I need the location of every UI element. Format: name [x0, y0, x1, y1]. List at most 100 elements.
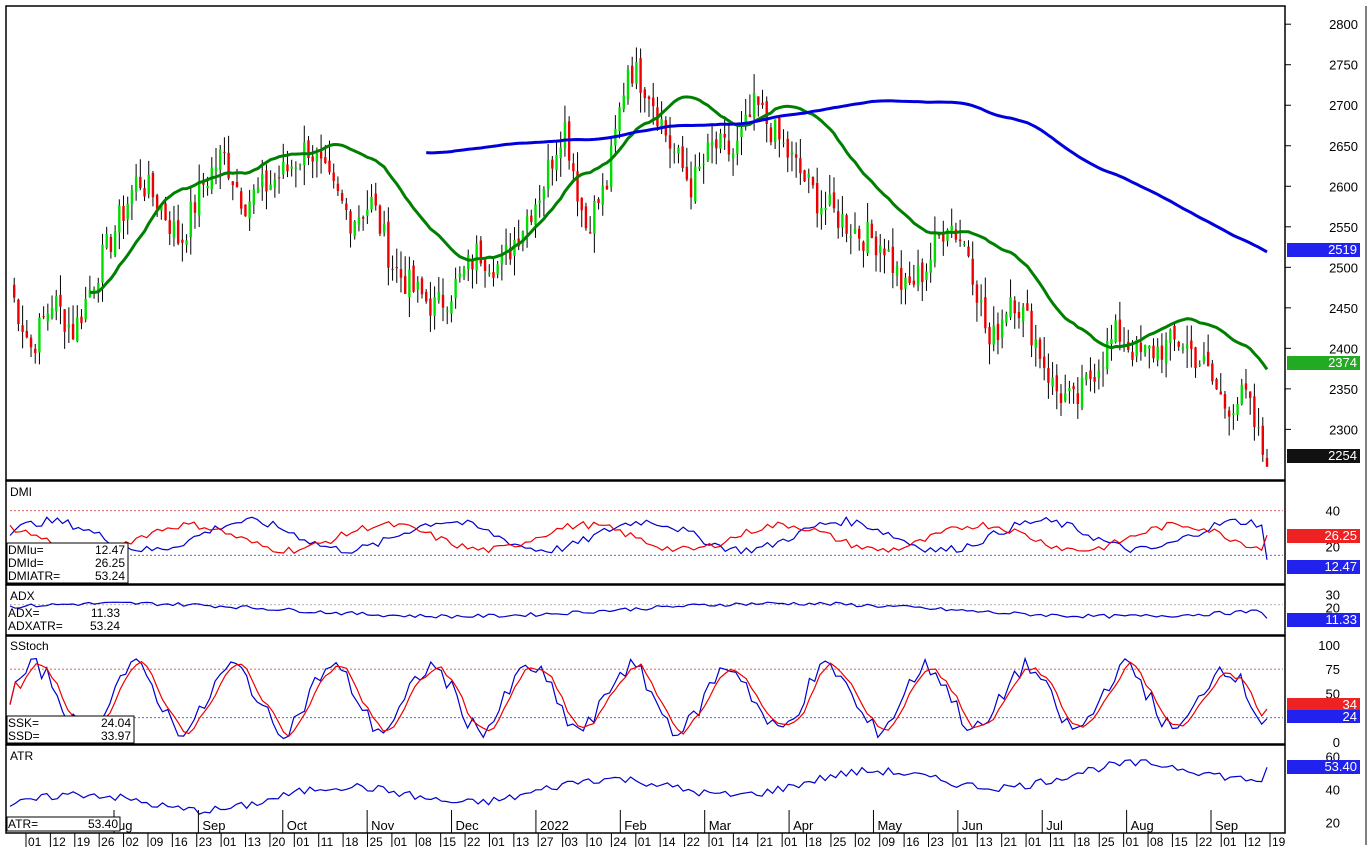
dmi-tick-label: 40 — [1326, 504, 1340, 519]
candle-body — [1093, 377, 1096, 382]
candle-body — [1223, 393, 1227, 409]
candle — [1139, 325, 1143, 361]
candle — [1009, 279, 1012, 321]
candle — [887, 240, 890, 252]
candle-body — [240, 191, 243, 209]
candle-body — [223, 151, 226, 153]
candle-body — [450, 301, 453, 314]
candle-body — [345, 203, 348, 210]
green-ma-tag-bg — [1287, 356, 1360, 370]
candle-body — [660, 118, 663, 130]
axes: 2300235024002450250025502600265027002750… — [6, 17, 1358, 849]
price-tick-label: 2400 — [1329, 341, 1358, 356]
candle-body — [370, 196, 373, 210]
x-day-label: 13 — [248, 835, 262, 849]
candle-body — [374, 193, 377, 206]
candle — [1244, 368, 1248, 399]
candle-body — [21, 325, 24, 332]
candle — [761, 89, 764, 109]
candle — [971, 241, 974, 296]
candle-body — [761, 102, 764, 105]
candle — [1097, 359, 1101, 390]
candle — [38, 313, 41, 365]
candle — [689, 161, 693, 210]
candle — [1013, 296, 1016, 329]
candle-body — [908, 276, 911, 283]
candle-body — [164, 203, 167, 221]
candle-body — [950, 225, 953, 233]
green-ma-tag: 2374 — [1328, 355, 1357, 370]
adx-tag: 11.33 — [1325, 612, 1357, 627]
candle-body — [34, 348, 37, 354]
candle — [538, 184, 541, 218]
candle — [572, 153, 575, 180]
candle-body — [509, 247, 512, 260]
candle — [504, 228, 508, 265]
candle — [694, 154, 697, 204]
candle — [643, 87, 647, 113]
candle — [1164, 332, 1168, 378]
candle — [458, 266, 462, 283]
candle — [1021, 303, 1025, 338]
blue-moving-average — [426, 99, 1268, 254]
candle — [76, 305, 79, 343]
candle — [576, 152, 579, 217]
candle — [900, 250, 903, 305]
atr-line — [9, 759, 1268, 815]
price-tick-label: 2700 — [1329, 98, 1358, 113]
candle — [706, 133, 710, 162]
candle — [240, 187, 243, 215]
candle-body — [740, 128, 743, 138]
candle-body — [530, 215, 533, 222]
candle — [122, 195, 125, 239]
candle — [252, 184, 256, 215]
candle-body — [273, 179, 277, 188]
x-day-label: 24 — [613, 835, 627, 849]
candle-body — [1206, 351, 1210, 367]
candle-body — [357, 217, 361, 225]
candle-body — [67, 324, 71, 328]
candle — [580, 197, 583, 228]
candle — [597, 197, 600, 210]
candle — [244, 204, 247, 217]
candle-body — [328, 160, 331, 173]
candle-body — [13, 284, 16, 298]
candle-body — [416, 281, 419, 290]
candle — [958, 219, 962, 247]
candle — [1148, 345, 1151, 369]
candle — [25, 319, 29, 339]
candle-body — [63, 309, 66, 332]
adx-line — [9, 601, 1268, 619]
x-day-label: 01 — [491, 835, 505, 849]
candle-body — [639, 58, 642, 93]
candle-body — [269, 184, 272, 191]
candle-body — [336, 183, 340, 191]
candle — [496, 260, 499, 279]
candle — [130, 184, 134, 220]
x-day-label: 02 — [857, 835, 871, 849]
candle-body — [542, 188, 546, 200]
candle — [1122, 327, 1126, 352]
candle-body — [710, 141, 714, 146]
candle-body — [172, 221, 176, 238]
candle-body — [46, 313, 50, 322]
x-day-label: 16 — [906, 835, 920, 849]
candle — [879, 233, 882, 273]
candle — [248, 189, 251, 231]
candle-body — [652, 97, 655, 107]
dmiatr-label: DMIATR= — [8, 569, 60, 583]
candle-body — [963, 244, 966, 246]
candle-body — [1072, 386, 1075, 390]
candle-body — [193, 202, 197, 213]
candle — [1185, 325, 1189, 369]
candle-body — [862, 241, 865, 251]
candle-body — [1009, 297, 1012, 318]
candle — [1152, 338, 1155, 363]
candle-body — [883, 248, 886, 256]
candle — [1127, 329, 1130, 353]
candle-body — [101, 244, 104, 283]
price-tick-label: 2800 — [1329, 17, 1358, 32]
candle — [1156, 338, 1159, 367]
candle — [685, 147, 689, 182]
candle — [1160, 333, 1164, 374]
